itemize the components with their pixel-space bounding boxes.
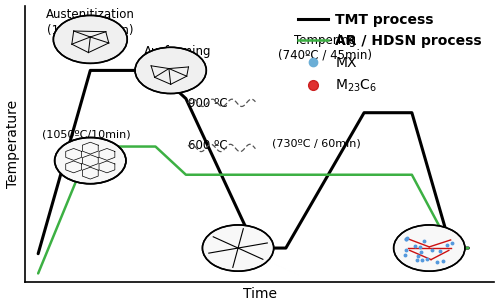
- Text: (1050ºC/10min): (1050ºC/10min): [42, 130, 130, 140]
- Text: Ausforming: Ausforming: [144, 45, 211, 58]
- Legend: TMT process, AR / HDSN process, MX, M$_{23}$C$_6$: TMT process, AR / HDSN process, MX, M$_{…: [292, 7, 488, 99]
- Y-axis label: Temperature: Temperature: [6, 100, 20, 188]
- Text: 600 ºC: 600 ºC: [188, 139, 228, 153]
- Circle shape: [394, 225, 465, 271]
- X-axis label: Time: Time: [243, 287, 277, 301]
- Text: 900 ºC: 900 ºC: [188, 97, 228, 110]
- Circle shape: [135, 47, 206, 94]
- Text: (730ºC / 60min): (730ºC / 60min): [272, 138, 360, 148]
- Text: Austenitization
(1225ºC/5min): Austenitization (1225ºC/5min): [46, 8, 134, 36]
- Circle shape: [54, 138, 126, 184]
- Circle shape: [54, 15, 127, 63]
- Text: Tempering
(740ºC / 45min): Tempering (740ºC / 45min): [278, 34, 372, 62]
- Circle shape: [202, 225, 274, 271]
